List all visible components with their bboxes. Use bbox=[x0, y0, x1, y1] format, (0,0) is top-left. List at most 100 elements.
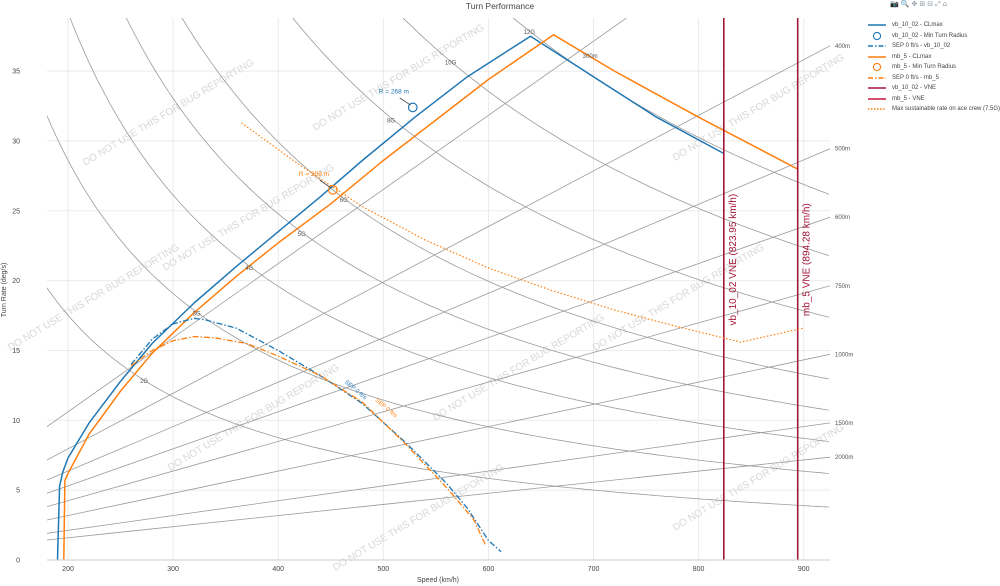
watermark-text: DO NOT USE THIS FOR BUG REPORTING bbox=[311, 22, 486, 133]
radius-line bbox=[47, 216, 830, 494]
legend-symbol bbox=[872, 31, 882, 40]
min-radius-label: R = 268 m bbox=[379, 88, 409, 95]
legend-symbol bbox=[868, 24, 886, 26]
legend-symbol bbox=[868, 56, 886, 58]
g-label: 8G bbox=[387, 118, 395, 124]
radius-line bbox=[47, 353, 830, 521]
camera-icon[interactable]: 📷 bbox=[890, 0, 899, 8]
radius-line bbox=[47, 456, 830, 541]
y-tick-label: 30 bbox=[12, 138, 20, 145]
watermark-text: DO NOT USE THIS FOR BUG REPORTING bbox=[591, 242, 766, 353]
min-radius-label: R = 259 m bbox=[299, 171, 329, 178]
zoom-out-icon[interactable]: ⊟ bbox=[927, 0, 934, 8]
annotation-arrow bbox=[399, 97, 411, 106]
legend-item[interactable]: mb_5 - Min Turn Radius bbox=[866, 62, 1000, 73]
legend-symbol bbox=[868, 87, 886, 89]
legend-label: mb_5 - Min Turn Radius bbox=[892, 64, 957, 71]
g-label: 4G bbox=[245, 266, 253, 272]
g-label: 6G bbox=[340, 198, 348, 204]
legend-label: mb_5 - VNE bbox=[892, 95, 925, 102]
x-axis-title: Speed (km/h) bbox=[417, 577, 459, 584]
radius-label: 1500m bbox=[835, 421, 853, 427]
legend-item[interactable]: vb_10_02 - Min Turn Radius bbox=[866, 31, 1000, 42]
watermark-text: DO NOT USE THIS FOR BUG REPORTING bbox=[166, 362, 341, 473]
legend-label: SEP 0 ft/s - mb_5 bbox=[892, 74, 939, 81]
radius-label: 400m bbox=[835, 44, 850, 50]
reset-axes-icon[interactable]: ⌂ bbox=[942, 0, 948, 8]
vne-label: vb_10_02 VNE (823.95 km/h) bbox=[728, 194, 739, 326]
zoom-in-icon[interactable]: ⊞ bbox=[919, 0, 926, 8]
x-tick-label: 600 bbox=[483, 566, 495, 573]
legend-symbol bbox=[872, 63, 882, 72]
radius-label: 300m bbox=[583, 54, 598, 60]
y-axis-title: Turn Rate (deg/s) bbox=[1, 263, 8, 318]
radius-label: 1000m bbox=[835, 352, 853, 358]
g-line bbox=[292, 18, 830, 318]
g-line bbox=[125, 18, 829, 411]
legend-label: mb_5 - CLmax bbox=[892, 53, 932, 60]
legend-label: vb_10_02 - Min Turn Radius bbox=[892, 32, 968, 39]
g-line bbox=[69, 18, 829, 442]
g-label: 10G bbox=[445, 61, 457, 67]
radius-line bbox=[47, 18, 628, 428]
series-line bbox=[63, 34, 798, 560]
autoscale-icon[interactable]: ⤢ bbox=[935, 0, 941, 8]
legend-symbol bbox=[868, 108, 886, 110]
legend-label: SEP 0 ft/s - vb_10_02 bbox=[892, 43, 951, 50]
min-radius-marker bbox=[327, 184, 338, 195]
y-tick-label: 5 bbox=[16, 488, 20, 495]
y-tick-label: 35 bbox=[12, 69, 20, 76]
y-tick-label: 15 bbox=[12, 348, 20, 355]
annotation-arrow bbox=[319, 180, 331, 188]
watermark-text: DO NOT USE THIS FOR BUG REPORTING bbox=[671, 422, 846, 533]
g-line bbox=[181, 18, 829, 380]
g-line bbox=[512, 18, 830, 195]
y-tick-label: 20 bbox=[12, 278, 20, 285]
radius-label: 2000m bbox=[835, 455, 853, 461]
series-line bbox=[130, 317, 502, 553]
y-tick-label: 10 bbox=[12, 418, 20, 425]
chart-legend: vb_10_02 - CLmax vb_10_02 - Min Turn Radi… bbox=[866, 20, 1000, 115]
radius-label: 500m bbox=[835, 147, 850, 153]
legend-item[interactable]: Max sustainable rate on ace crew (7.5G) bbox=[866, 104, 1000, 115]
legend-item[interactable]: vb_10_02 - VNE bbox=[866, 83, 1000, 94]
g-label: 5G bbox=[298, 232, 306, 238]
zoom-icon[interactable]: 🔍 bbox=[900, 0, 910, 8]
g-line bbox=[402, 18, 830, 256]
watermark-text: DO NOT USE THIS FOR BUG REPORTING bbox=[331, 462, 506, 573]
legend-item[interactable]: SEP 0 ft/s - mb_5 bbox=[866, 73, 1000, 84]
series-line bbox=[130, 335, 486, 545]
x-tick-label: 500 bbox=[377, 566, 389, 573]
radius-line bbox=[47, 148, 830, 481]
x-tick-label: 900 bbox=[798, 566, 810, 573]
g-label: 3G bbox=[193, 312, 201, 318]
series-line bbox=[241, 122, 804, 343]
legend-symbol bbox=[868, 45, 886, 47]
g-line bbox=[47, 115, 829, 474]
radius-label: 600m bbox=[835, 215, 850, 221]
vne-label: mb_5 VNE (894.28 km/h) bbox=[802, 203, 813, 316]
legend-item[interactable]: mb_5 - VNE bbox=[866, 94, 1000, 105]
watermark-text: DO NOT USE THIS FOR BUG REPORTING bbox=[81, 57, 256, 168]
legend-symbol bbox=[868, 98, 886, 100]
y-tick-label: 25 bbox=[12, 208, 20, 215]
chart-title: Turn Performance bbox=[466, 1, 534, 11]
min-radius-marker bbox=[407, 102, 418, 113]
watermark-text: DO NOT USE THIS FOR BUG REPORTING bbox=[671, 52, 846, 163]
chart-toolbar: 📷 🔍 ✥ ⊞ ⊟ ⤢ ⌂ bbox=[890, 0, 994, 9]
pan-icon[interactable]: ✥ bbox=[911, 0, 918, 8]
legend-item[interactable]: mb_5 - CLmax bbox=[866, 52, 1000, 63]
x-tick-label: 200 bbox=[62, 566, 74, 573]
legend-label: Max sustainable rate on ace crew (7.5G) bbox=[892, 106, 1000, 113]
x-tick-label: 400 bbox=[272, 566, 284, 573]
legend-item[interactable]: SEP 0 ft/s - vb_10_02 bbox=[866, 41, 1000, 52]
y-tick-label: 0 bbox=[16, 558, 20, 565]
legend-symbol bbox=[868, 77, 886, 79]
radius-label: 750m bbox=[835, 284, 850, 290]
radius-line bbox=[47, 422, 830, 534]
radius-line bbox=[47, 45, 830, 461]
g-label: 2G bbox=[140, 379, 148, 385]
legend-item[interactable]: vb_10_02 - CLmax bbox=[866, 20, 1000, 31]
legend-label: vb_10_02 - CLmax bbox=[892, 22, 943, 29]
